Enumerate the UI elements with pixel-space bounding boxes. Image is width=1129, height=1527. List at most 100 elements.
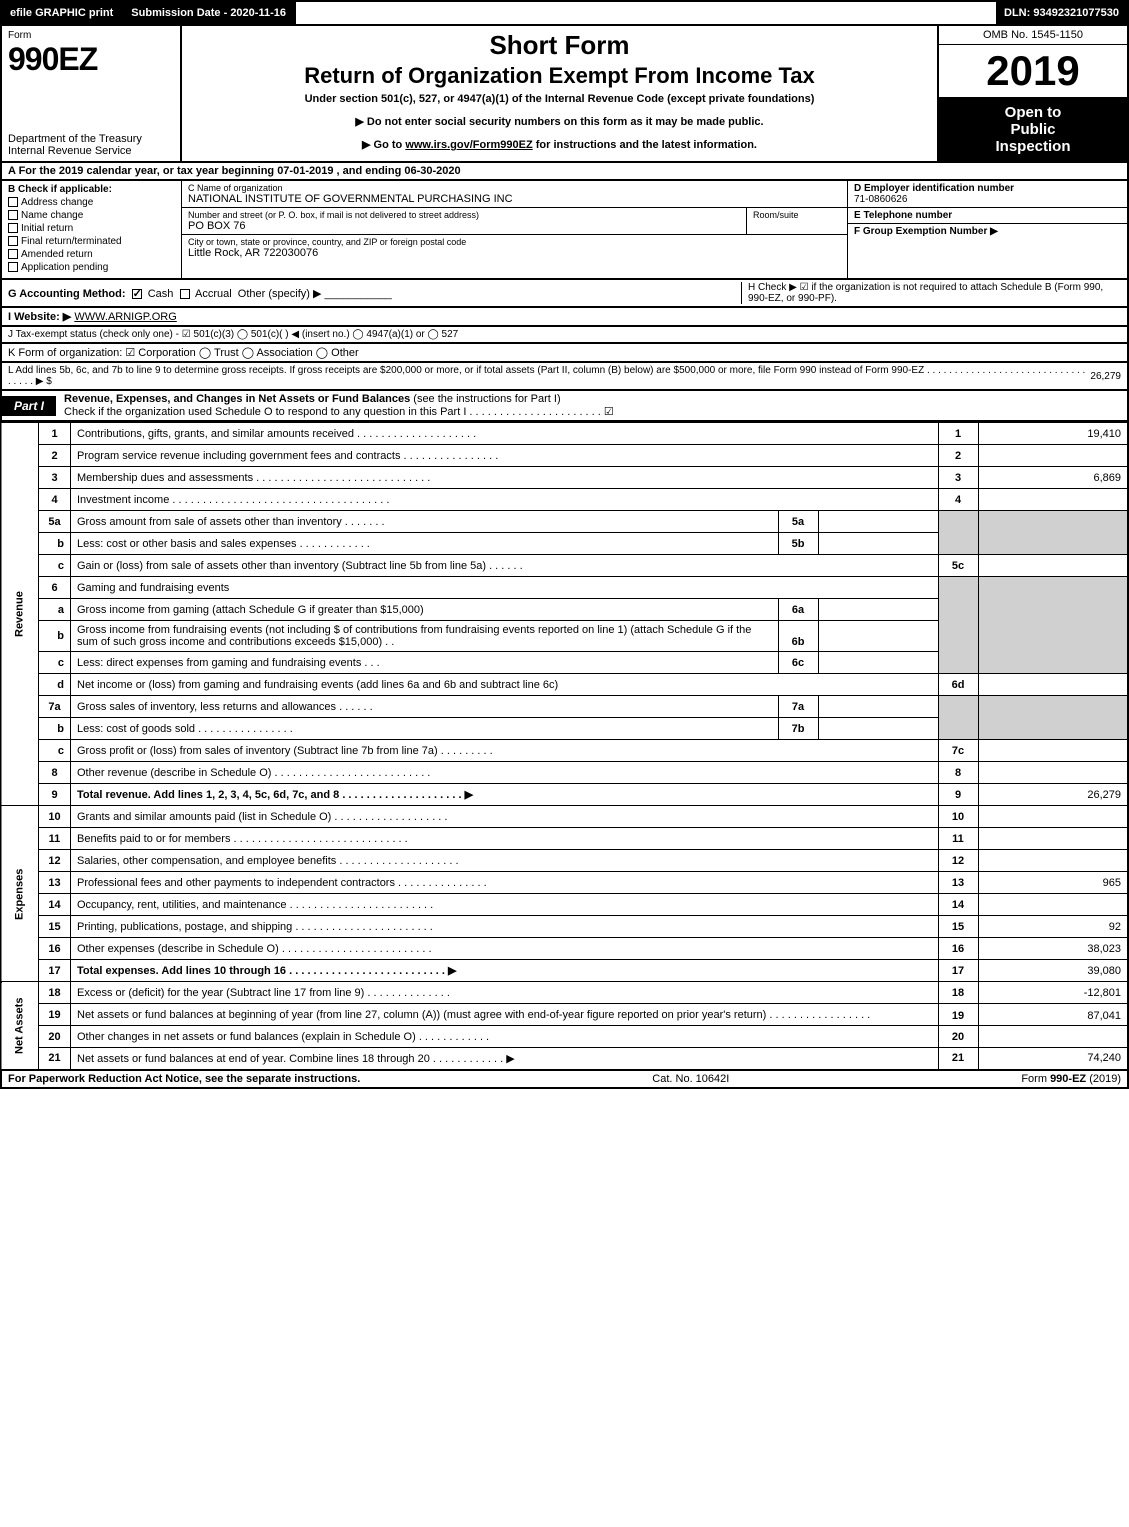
row-h-schedule-b: H Check ▶ ☑ if the organization is not r… bbox=[741, 282, 1121, 304]
desc-text: Gross sales of inventory, less returns a… bbox=[77, 701, 336, 713]
form-number: 990EZ bbox=[8, 41, 174, 78]
c-name-row: C Name of organization NATIONAL INSTITUT… bbox=[182, 181, 847, 208]
efile-print-button[interactable]: efile GRAPHIC print bbox=[2, 2, 123, 24]
table-row: 3 Membership dues and assessments . . . … bbox=[1, 467, 1128, 489]
inspection-1: Open to bbox=[943, 104, 1123, 121]
website-link[interactable]: WWW.ARNIGP.ORG bbox=[74, 311, 176, 323]
table-row: 2 Program service revenue including gove… bbox=[1, 445, 1128, 467]
footer-left: For Paperwork Reduction Act Notice, see … bbox=[8, 1073, 360, 1085]
lineno: a bbox=[39, 599, 71, 621]
part-1-check-line: Check if the organization used Schedule … bbox=[64, 406, 614, 418]
omb-number: OMB No. 1545-1150 bbox=[939, 26, 1127, 45]
line-desc: Gross profit or (loss) from sales of inv… bbox=[71, 740, 939, 762]
lineno: 7a bbox=[39, 696, 71, 718]
checkbox-icon[interactable] bbox=[8, 262, 18, 272]
under-section-text: Under section 501(c), 527, or 4947(a)(1)… bbox=[190, 93, 929, 105]
line-desc: Less: cost of goods sold . . . . . . . .… bbox=[71, 718, 779, 740]
check-final-return[interactable]: Final return/terminated bbox=[8, 236, 175, 247]
shaded-cell bbox=[938, 577, 978, 674]
rightno: 12 bbox=[938, 850, 978, 872]
return-title: Return of Organization Exempt From Incom… bbox=[190, 63, 929, 89]
lines-table: Revenue 1 Contributions, gifts, grants, … bbox=[0, 422, 1129, 1071]
lineno: 3 bbox=[39, 467, 71, 489]
line-desc: Grants and similar amounts paid (list in… bbox=[71, 806, 939, 828]
amount: 74,240 bbox=[978, 1048, 1128, 1070]
amount bbox=[978, 1026, 1128, 1048]
line-desc: Printing, publications, postage, and shi… bbox=[71, 916, 939, 938]
rightno: 10 bbox=[938, 806, 978, 828]
checkbox-icon[interactable] bbox=[8, 197, 18, 207]
table-row: c Gain or (loss) from sale of assets oth… bbox=[1, 555, 1128, 577]
org-city: Little Rock, AR 722030076 bbox=[188, 247, 841, 259]
subbox-value bbox=[818, 718, 938, 740]
table-row: 5a Gross amount from sale of assets othe… bbox=[1, 511, 1128, 533]
check-address-change[interactable]: Address change bbox=[8, 197, 175, 208]
row-l-gross-receipts: L Add lines 5b, 6c, and 7b to line 9 to … bbox=[0, 363, 1129, 391]
line-desc: Other expenses (describe in Schedule O) … bbox=[71, 938, 939, 960]
table-row: 14 Occupancy, rent, utilities, and maint… bbox=[1, 894, 1128, 916]
amount bbox=[978, 674, 1128, 696]
lineno: 20 bbox=[39, 1026, 71, 1048]
checkbox-icon[interactable] bbox=[8, 236, 18, 246]
c-city-label: City or town, state or province, country… bbox=[188, 237, 841, 247]
amount bbox=[978, 806, 1128, 828]
checkbox-accrual[interactable] bbox=[180, 289, 190, 299]
line-desc: Less: direct expenses from gaming and fu… bbox=[71, 652, 779, 674]
irs-link[interactable]: www.irs.gov/Form990EZ bbox=[405, 139, 532, 151]
desc-text: Gross amount from sale of assets other t… bbox=[77, 516, 342, 528]
column-d-e-f: D Employer identification number 71-0860… bbox=[847, 181, 1127, 278]
line-desc: Less: cost or other basis and sales expe… bbox=[71, 533, 779, 555]
part-1-header: Part I Revenue, Expenses, and Changes in… bbox=[0, 391, 1129, 422]
column-c-org-info: C Name of organization NATIONAL INSTITUT… bbox=[182, 181, 847, 278]
lineno: 17 bbox=[39, 960, 71, 982]
page-footer: For Paperwork Reduction Act Notice, see … bbox=[0, 1071, 1129, 1089]
c-room-label: Room/suite bbox=[753, 210, 841, 220]
rightno: 1 bbox=[938, 423, 978, 445]
amount bbox=[978, 445, 1128, 467]
inspection-3: Inspection bbox=[943, 138, 1123, 155]
goto-pre: ▶ Go to bbox=[362, 139, 405, 151]
lineno: 8 bbox=[39, 762, 71, 784]
checkbox-cash[interactable] bbox=[132, 289, 142, 299]
g-accrual: Accrual bbox=[195, 288, 232, 300]
desc-text: Benefits paid to or for members bbox=[77, 833, 230, 845]
tax-year: 2019 bbox=[939, 45, 1127, 98]
check-name-change[interactable]: Name change bbox=[8, 210, 175, 221]
rightno: 8 bbox=[938, 762, 978, 784]
short-form-title: Short Form bbox=[190, 30, 929, 61]
table-row: Revenue 1 Contributions, gifts, grants, … bbox=[1, 423, 1128, 445]
header-left: Form 990EZ Department of the Treasury In… bbox=[2, 26, 182, 161]
desc-text: Excess or (deficit) for the year (Subtra… bbox=[77, 987, 364, 999]
check-amended-return[interactable]: Amended return bbox=[8, 249, 175, 260]
entity-block: B Check if applicable: Address change Na… bbox=[0, 181, 1129, 280]
dln-number: DLN: 93492321077530 bbox=[996, 2, 1127, 24]
table-row: 16 Other expenses (describe in Schedule … bbox=[1, 938, 1128, 960]
rightno: 2 bbox=[938, 445, 978, 467]
checkbox-icon[interactable] bbox=[8, 210, 18, 220]
desc-text: Gross income from fundraising events (no… bbox=[77, 624, 751, 648]
subbox-value bbox=[818, 652, 938, 674]
subbox-label: 5a bbox=[778, 511, 818, 533]
check-application-pending[interactable]: Application pending bbox=[8, 262, 175, 273]
amount bbox=[978, 894, 1128, 916]
subbox-label: 6c bbox=[778, 652, 818, 674]
org-name: NATIONAL INSTITUTE OF GOVERNMENTAL PURCH… bbox=[188, 193, 841, 205]
table-row: d Net income or (loss) from gaming and f… bbox=[1, 674, 1128, 696]
subbox-label: 6a bbox=[778, 599, 818, 621]
line-desc: Membership dues and assessments . . . . … bbox=[71, 467, 939, 489]
check-label: Address change bbox=[21, 197, 93, 208]
header-right: OMB No. 1545-1150 2019 Open to Public In… bbox=[937, 26, 1127, 161]
f-group-label: F Group Exemption Number ▶ bbox=[854, 226, 1121, 237]
checkbox-icon[interactable] bbox=[8, 249, 18, 259]
check-initial-return[interactable]: Initial return bbox=[8, 223, 175, 234]
c-city-row: City or town, state or province, country… bbox=[182, 235, 847, 261]
checkbox-icon[interactable] bbox=[8, 223, 18, 233]
row-k-form-org: K Form of organization: ☑ Corporation ◯ … bbox=[0, 344, 1129, 363]
rightno: 11 bbox=[938, 828, 978, 850]
lineno: 10 bbox=[39, 806, 71, 828]
subbox-value bbox=[818, 511, 938, 533]
g-other: Other (specify) ▶ bbox=[238, 288, 322, 300]
lineno: b bbox=[39, 621, 71, 652]
table-row: 15 Printing, publications, postage, and … bbox=[1, 916, 1128, 938]
header-center: Short Form Return of Organization Exempt… bbox=[182, 26, 937, 161]
